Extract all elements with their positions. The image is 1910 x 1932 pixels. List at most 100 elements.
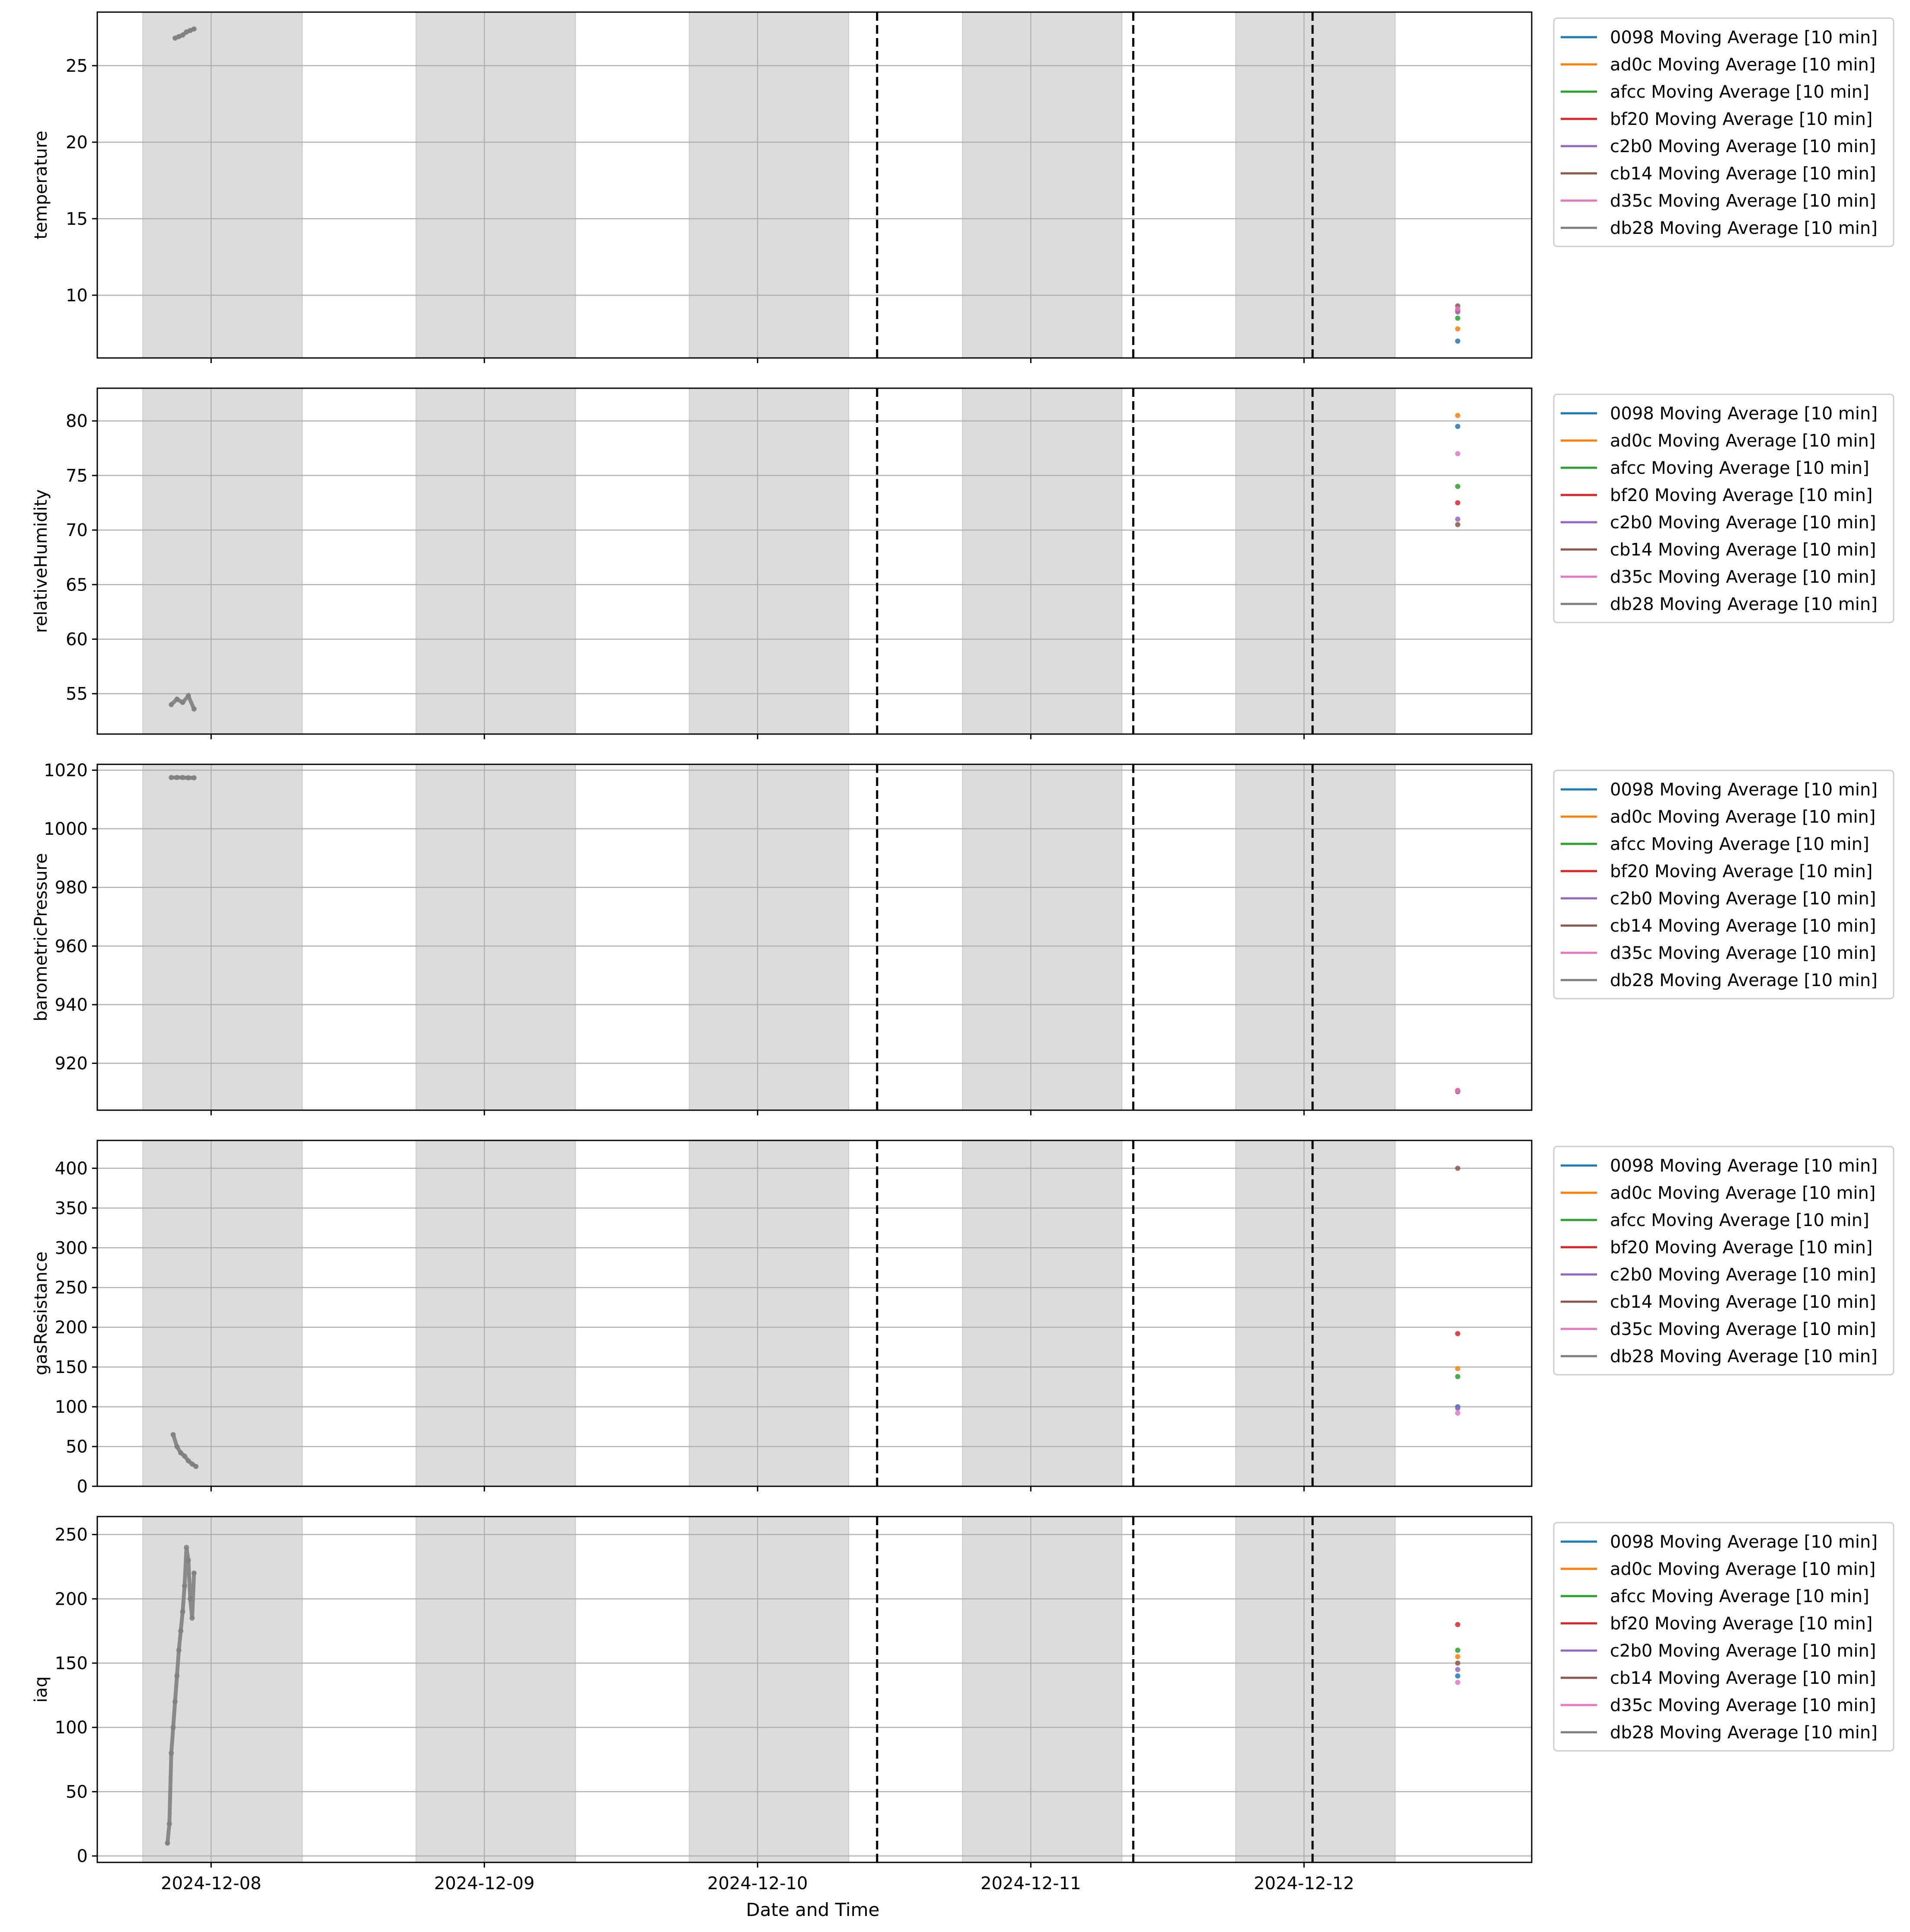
legend-entry-d35c: d35c Moving Average [10 min] (1610, 943, 1876, 963)
y-axis-label: barometricPressure (31, 853, 51, 1022)
x-tick-label: 2024-12-08 (161, 1874, 261, 1894)
legend-entry-d35c: d35c Moving Average [10 min] (1610, 567, 1876, 587)
chart-panel-temperature: 10 15 20 25 temperature 0098 Moving Average [… (31, 11, 1894, 363)
y-tick-label: 15 (66, 209, 88, 229)
y-tick-label: 980 (55, 878, 88, 898)
legend-box (1553, 17, 1894, 247)
night-shade-band (142, 12, 303, 358)
y-tick-label: 100 (55, 1397, 88, 1417)
data-point-ad0c (1455, 413, 1460, 418)
legend-entry-bf20: bf20 Moving Average [10 min] (1610, 862, 1873, 881)
legend-entry-bf20: bf20 Moving Average [10 min] (1610, 485, 1873, 505)
series-trace-db28 (171, 1433, 198, 1469)
x-tick-label: 2024-12-10 (707, 1874, 808, 1894)
y-tick-label: 60 (66, 629, 88, 649)
series-trace-db28 (169, 692, 196, 711)
axes-frame (96, 1516, 1533, 1863)
night-shade-band (962, 764, 1122, 1111)
night-shade-band (1235, 388, 1396, 734)
legend-entry-c2b0: c2b0 Moving Average [10 min] (1610, 1265, 1876, 1285)
data-point-c2b0 (1455, 1667, 1460, 1672)
night-shade-band (962, 1516, 1122, 1863)
data-point-0098 (1455, 1673, 1460, 1679)
data-point-afcc (1455, 1648, 1460, 1653)
chart-panel-barometricPressure: 920 940 960 980 1000 1020 barometricPressure 00… (31, 761, 1894, 1115)
night-shade-band (689, 764, 850, 1111)
legend-entry-db28: db28 Moving Average [10 min] (1610, 594, 1878, 614)
night-shade-band (689, 12, 850, 358)
legend-entry-db28: db28 Moving Average [10 min] (1610, 218, 1878, 238)
y-tick-label: 200 (55, 1318, 88, 1338)
y-tick-label: 350 (55, 1198, 88, 1218)
y-tick-label: 50 (66, 1782, 88, 1802)
series-trace-db28 (173, 27, 196, 40)
legend-entry-0098: 0098 Moving Average [10 min] (1610, 28, 1878, 48)
legend-entry-ad0c: ad0c Moving Average [10 min] (1610, 1183, 1876, 1203)
legend-entry-0098: 0098 Moving Average [10 min] (1610, 1156, 1878, 1176)
y-tick-label: 10 (66, 286, 88, 306)
y-tick-label: 920 (55, 1054, 88, 1074)
data-point-bf20 (1455, 1622, 1460, 1627)
legend-entry-0098: 0098 Moving Average [10 min] (1610, 780, 1878, 800)
y-tick-label: 940 (55, 995, 88, 1015)
y-tick-label: 0 (77, 1846, 88, 1866)
night-shade-band (142, 1516, 303, 1863)
legend-entry-afcc: afcc Moving Average [10 min] (1610, 82, 1869, 102)
legend-box (1553, 393, 1894, 623)
legend-entry-d35c: d35c Moving Average [10 min] (1610, 1696, 1876, 1715)
data-point-afcc (1455, 315, 1460, 321)
y-tick-label: 75 (66, 466, 88, 486)
legend-entry-cb14: cb14 Moving Average [10 min] (1610, 1292, 1876, 1312)
legend-box (1553, 1146, 1894, 1376)
legend-box (1553, 770, 1894, 1000)
legend-entry-c2b0: c2b0 Moving Average [10 min] (1610, 513, 1876, 533)
legend-entry-db28: db28 Moving Average [10 min] (1610, 1347, 1878, 1367)
x-tick-label: 2024-12-09 (434, 1874, 534, 1894)
axes-frame (96, 1140, 1533, 1487)
axes-frame (96, 387, 1533, 735)
legend-entry-bf20: bf20 Moving Average [10 min] (1610, 109, 1873, 129)
data-point-d35c (1455, 1680, 1460, 1685)
legend-entry-c2b0: c2b0 Moving Average [10 min] (1610, 137, 1876, 156)
night-shade-band (142, 1140, 303, 1487)
legend-entry-afcc: afcc Moving Average [10 min] (1610, 1587, 1869, 1606)
night-shade-band (962, 1140, 1122, 1487)
legend-entry-cb14: cb14 Moving Average [10 min] (1610, 916, 1876, 936)
x-tick-label: 2024-12-12 (1254, 1874, 1354, 1894)
y-tick-label: 20 (66, 133, 88, 153)
y-tick-label: 1020 (44, 761, 88, 781)
legend-entry-0098: 0098 Moving Average [10 min] (1610, 404, 1878, 424)
legend-entry-ad0c: ad0c Moving Average [10 min] (1610, 807, 1876, 827)
night-shade-band (415, 1140, 576, 1487)
y-axis-label: iaq (31, 1676, 51, 1702)
data-point-bf20 (1455, 1331, 1460, 1336)
y-tick-label: 250 (55, 1278, 88, 1298)
legend-entry-d35c: d35c Moving Average [10 min] (1610, 1319, 1876, 1339)
night-shade-band (1235, 764, 1396, 1111)
y-tick-label: 1000 (44, 819, 88, 839)
night-shade-band (415, 388, 576, 734)
data-point-d35c (1455, 1410, 1460, 1416)
night-shade-band (689, 1140, 850, 1487)
data-point-afcc (1455, 1374, 1460, 1380)
legend-entry-bf20: bf20 Moving Average [10 min] (1610, 1614, 1873, 1634)
night-shade-band (1235, 1140, 1396, 1487)
y-tick-label: 200 (55, 1589, 88, 1609)
legend-entry-bf20: bf20 Moving Average [10 min] (1610, 1238, 1873, 1258)
night-shade-band (1235, 12, 1396, 358)
data-point-ad0c (1455, 326, 1460, 332)
y-tick-label: 25 (66, 56, 88, 76)
x-axis-label: Date and Time (746, 1899, 880, 1920)
legend-entry-0098: 0098 Moving Average [10 min] (1610, 1532, 1878, 1552)
legend-entry-c2b0: c2b0 Moving Average [10 min] (1610, 889, 1876, 909)
y-tick-label: 65 (66, 575, 88, 595)
data-point-0098 (1455, 424, 1460, 429)
y-tick-label: 70 (66, 521, 88, 540)
y-tick-label: 55 (66, 684, 88, 704)
legend-entry-c2b0: c2b0 Moving Average [10 min] (1610, 1641, 1876, 1661)
legend-box (1553, 1522, 1894, 1752)
legend-entry-ad0c: ad0c Moving Average [10 min] (1610, 55, 1876, 75)
y-tick-label: 300 (55, 1238, 88, 1258)
chart-panels: 10 15 20 25 temperature 0098 Moving Average [… (31, 11, 1894, 1894)
